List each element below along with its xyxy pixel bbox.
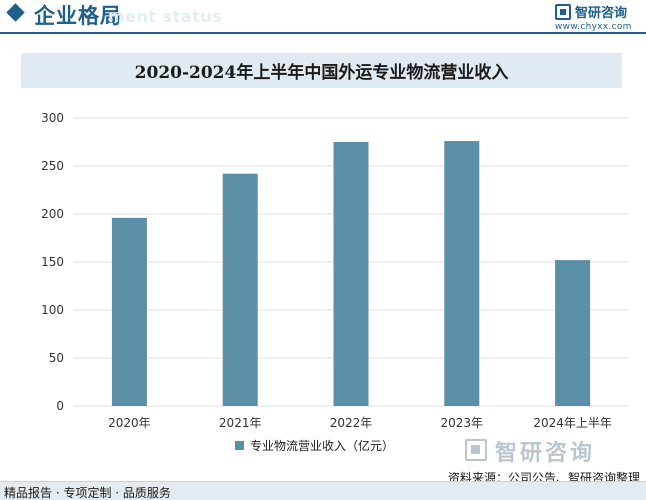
y-tick-label: 250 <box>41 159 64 173</box>
header-divider <box>0 32 646 34</box>
footer-brand-logo: 智研咨询 <box>465 437 645 466</box>
x-tick-label: 2024年上半年 <box>533 416 612 430</box>
x-tick-label: 2020年 <box>108 416 151 430</box>
bar <box>333 142 369 406</box>
chart-legend: 专业物流营业收入（亿元） <box>235 437 394 454</box>
diamond-icon <box>6 3 25 22</box>
y-tick-label: 100 <box>41 303 64 317</box>
y-tick-label: 200 <box>41 207 64 221</box>
footer-brand-name: 智研咨询 <box>495 441 596 466</box>
legend-label: 专业物流营业收入（亿元） <box>250 439 395 453</box>
footer-divider <box>0 481 646 482</box>
footer-bar <box>0 482 646 500</box>
services-tagline: 精品报告 · 专项定制 · 品质服务 <box>4 486 171 500</box>
section-subtitle-watermark: ment status <box>108 7 223 26</box>
brand-logo: 智研咨询 www.chyxx.com <box>555 2 643 32</box>
bar <box>222 173 258 406</box>
x-tick-label: 2022年 <box>330 416 373 430</box>
legend-swatch <box>235 441 244 450</box>
brand-name: 智研咨询 <box>575 6 628 21</box>
page-header: 企业格局 ment status 智研咨询 www.chyxx.com <box>0 0 646 34</box>
y-tick-label: 150 <box>41 255 64 269</box>
bar <box>555 260 591 406</box>
y-tick-label: 300 <box>41 111 64 125</box>
chart-title: 2020-2024年上半年中国外运专业物流营业收入 <box>134 63 509 83</box>
x-tick-label: 2021年 <box>219 416 262 430</box>
y-tick-label: 0 <box>56 399 64 413</box>
chart-title-band: 2020-2024年上半年中国外运专业物流营业收入 <box>21 53 622 88</box>
y-tick-label: 50 <box>49 351 64 365</box>
section-title: 企业格局 <box>34 4 122 28</box>
bar <box>444 141 480 406</box>
bar <box>111 217 147 406</box>
x-tick-label: 2023年 <box>441 416 484 430</box>
brand-mark-icon <box>555 4 571 20</box>
bar-chart: 0 50 100 150 200 250 300 2020年 2021年 2022年 2023年 20… <box>41 111 628 430</box>
footer-brand-mark-icon <box>465 439 487 461</box>
brand-url: www.chyxx.com <box>555 22 632 32</box>
